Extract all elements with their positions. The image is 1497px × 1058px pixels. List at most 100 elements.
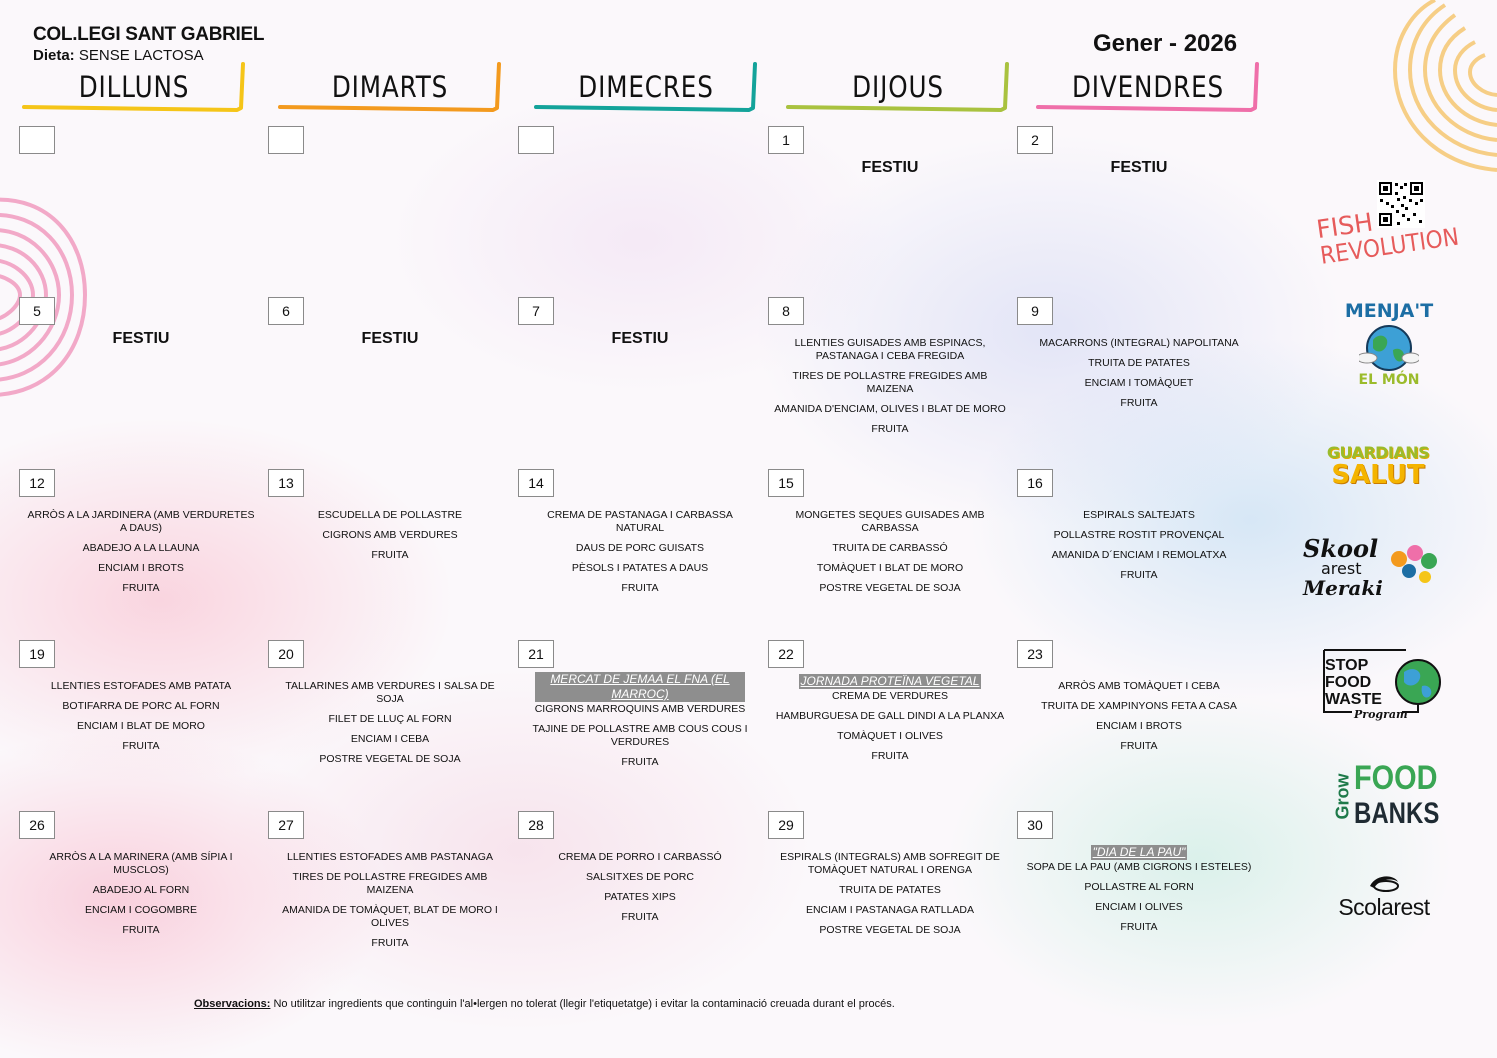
- menjat-text: MENJA'T: [1344, 300, 1434, 322]
- day-number: [19, 126, 55, 154]
- menu-item: TRUITA DE PATATES: [839, 884, 941, 896]
- menu-list: ARRÒS A LA MARINERA (AMB SÍPIA I MUSCLOS…: [19, 851, 263, 944]
- day-number: 20: [268, 640, 304, 668]
- menu-item: FRUITA: [871, 750, 909, 762]
- grow-food-text: FOOD: [1354, 759, 1438, 797]
- menu-item: ARRÒS A LA JARDINERA (AMB VERDURETES A D…: [27, 509, 255, 534]
- special-event-label: MERCAT DE JEMAA EL FNA (EL MARROC): [535, 672, 745, 702]
- menu-item: AMANIDA DE TOMÀQUET, BLAT DE MORO I OLIV…: [282, 904, 498, 929]
- month-title: Gener - 2026: [1093, 30, 1238, 57]
- menu-item: FRUITA: [621, 756, 659, 768]
- menu-item: FRUITA: [1120, 569, 1158, 581]
- day-cell: 29 ESPIRALS (INTEGRALS) AMB SOFREGIT DE T…: [768, 811, 1008, 961]
- menu-item: FRUITA: [122, 740, 160, 752]
- scolarest-logo: Scolarest: [1328, 872, 1440, 921]
- grow-text: Grow: [1332, 773, 1353, 820]
- day-cell: 1 FESTIU: [768, 126, 1008, 276]
- special-event-label: JORNADA PROTEÏNA VEGETAL: [798, 674, 982, 689]
- menu-item: CIGRONS AMB VERDURES: [322, 529, 458, 541]
- menu-list: TALLARINES AMB VERDURES I SALSA DE SOJA F…: [268, 680, 512, 773]
- menu-item: ENCIAM I TOMÀQUET: [1084, 377, 1194, 389]
- menu-item: TOMÀQUET I BLAT DE MORO: [816, 562, 964, 574]
- food-text: FOOD: [1325, 674, 1372, 691]
- menu-list: "DIA DE LA PAU" SOPA DE LA PAU (AMB CIGRO…: [1017, 843, 1261, 941]
- observations-text: No utilitzar ingredients que continguin …: [273, 998, 895, 1010]
- menu-item: ABADEJO AL FORN: [92, 884, 190, 896]
- menu-list: ESPIRALS (INTEGRALS) AMB SOFREGIT DE TOM…: [768, 851, 1012, 944]
- day-cell: 6 FESTIU: [268, 297, 508, 447]
- day-number: 9: [1017, 297, 1053, 325]
- day-cell: 23 ARRÒS AMB TOMÀQUET I CEBA TRUITA DE XAM…: [1017, 640, 1257, 790]
- stop-food-waste-frame-icon: [1323, 649, 1441, 713]
- menjat-el-mon-logo: MENJA'T EL MÓN: [1334, 300, 1444, 405]
- day-header-dijous: DIJOUS: [786, 62, 1010, 112]
- menu-list: LLENTIES ESTOFADES AMB PATATA BOTIFARRA D…: [19, 680, 263, 760]
- menu-item: ENCIAM I BROTS: [1096, 720, 1182, 732]
- menu-item: ENCIAM I COGOMBRE: [84, 904, 197, 916]
- menu-item: POSTRE VEGETAL DE SOJA: [819, 582, 961, 594]
- day-number: 14: [518, 469, 554, 497]
- guardians-salut-logo: GUARDIANS SALUT: [1320, 443, 1436, 488]
- day-cell: 30 "DIA DE LA PAU" SOPA DE LA PAU (AMB CIG…: [1017, 811, 1257, 961]
- menu-list: ARRÒS A LA JARDINERA (AMB VERDURETES A D…: [19, 509, 263, 602]
- day-cell: [518, 126, 758, 276]
- diet-label: Dieta:: [33, 47, 75, 64]
- grow-food-banks-logo: Grow FOOD BANKS: [1330, 760, 1440, 840]
- menu-item: PÈSOLS I PATATES A DAUS: [571, 562, 709, 574]
- holiday-label: FESTIU: [361, 330, 419, 347]
- diet-value: SENSE LACTOSA: [78, 47, 204, 64]
- holiday-label: FESTIU: [1110, 159, 1168, 176]
- menu-item: CIGRONS MARROQUINS AMB VERDURES: [534, 703, 746, 715]
- day-cell: 8 LLENTIES GUISADES AMB ESPINACS, PASTANA…: [768, 297, 1008, 447]
- salut-text: SALUT: [1331, 460, 1425, 490]
- holiday-label: FESTIU: [112, 330, 170, 347]
- menu-item: ENCIAM I PASTANAGA RATLLADA: [805, 904, 975, 916]
- menu-list: ESCUDELLA DE POLLASTRE CIGRONS AMB VERDUR…: [268, 509, 512, 569]
- grow-banks-text: BANKS: [1354, 797, 1440, 830]
- menu-item: MACARRONS (INTEGRAL) NAPOLITANA: [1039, 337, 1239, 349]
- colorful-doodle-icon: [1391, 545, 1437, 583]
- holiday-label: FESTIU: [861, 159, 919, 176]
- day-label: DIJOUS: [852, 70, 944, 104]
- menu-item: POSTRE VEGETAL DE SOJA: [319, 753, 461, 765]
- menu-list: ESPIRALS SALTEJATS POLLASTRE ROSTIT PROVE…: [1017, 509, 1261, 589]
- menu-item: BOTIFARRA DE PORC AL FORN: [62, 700, 220, 712]
- menu-list: LLENTIES GUISADES AMB ESPINACS, PASTANAG…: [768, 337, 1012, 443]
- menu-item: TRUITA DE CARBASSÓ: [832, 542, 948, 554]
- menu-item: LLENTIES GUISADES AMB ESPINACS, PASTANAG…: [794, 337, 986, 362]
- menu-item: POLLASTRE AL FORN: [1084, 881, 1194, 893]
- day-number: 23: [1017, 640, 1053, 668]
- menu-list: MONGETES SEQUES GUISADES AMB CARBASSA TRU…: [768, 509, 1012, 602]
- menu-item: TRUITA DE XAMPINYONS FETA A CASA: [1041, 700, 1237, 712]
- day-cell: 26 ARRÒS A LA MARINERA (AMB SÍPIA I MUSCL…: [19, 811, 259, 961]
- stop-text: STOP: [1325, 657, 1369, 674]
- menu-item: FRUITA: [871, 423, 909, 435]
- el-mon-text: EL MÓN: [1358, 372, 1420, 388]
- day-number: 7: [518, 297, 554, 325]
- menu-item: TRUITA DE PATATES: [1088, 357, 1190, 369]
- menu-item: TALLARINES AMB VERDURES I SALSA DE SOJA: [285, 680, 495, 705]
- day-number: 1: [768, 126, 804, 154]
- menu-item: FRUITA: [1120, 397, 1158, 409]
- day-number: 29: [768, 811, 804, 839]
- qr-code: [1377, 180, 1425, 228]
- day-cell: 16 ESPIRALS SALTEJATS POLLASTRE ROSTIT PRO…: [1017, 469, 1257, 619]
- day-cell: 5 FESTIU: [19, 297, 259, 447]
- menu-item: FRUITA: [122, 924, 160, 936]
- day-number: 6: [268, 297, 304, 325]
- menu-item: ESCUDELLA DE POLLASTRE: [317, 509, 463, 521]
- diet-info: Dieta: SENSE LACTOSA: [33, 47, 204, 64]
- day-cell: 14 CREMA DE PASTANAGA I CARBASSA NATURAL D…: [518, 469, 758, 619]
- menu-item: POSTRE VEGETAL DE SOJA: [819, 924, 961, 936]
- day-number: [268, 126, 304, 154]
- menu-item: LLENTIES ESTOFADES AMB PASTANAGA: [287, 851, 493, 863]
- menu-item: FRUITA: [621, 582, 659, 594]
- arest-text: arest: [1321, 559, 1362, 578]
- menu-item: FRUITA: [371, 937, 409, 949]
- menu-item: TAJINE DE POLLASTRE AMB COUS COUS I VERD…: [532, 723, 748, 748]
- menu-item: AMANIDA D'ENCIAM, OLIVES I BLAT DE MORO: [774, 403, 1006, 415]
- meraki-text: Meraki: [1303, 576, 1383, 600]
- guardians-text: GUARDIANS: [1326, 443, 1430, 462]
- menu-item: CREMA DE VERDURES: [831, 690, 949, 702]
- menu-item: ENCIAM I CEBA: [350, 733, 430, 745]
